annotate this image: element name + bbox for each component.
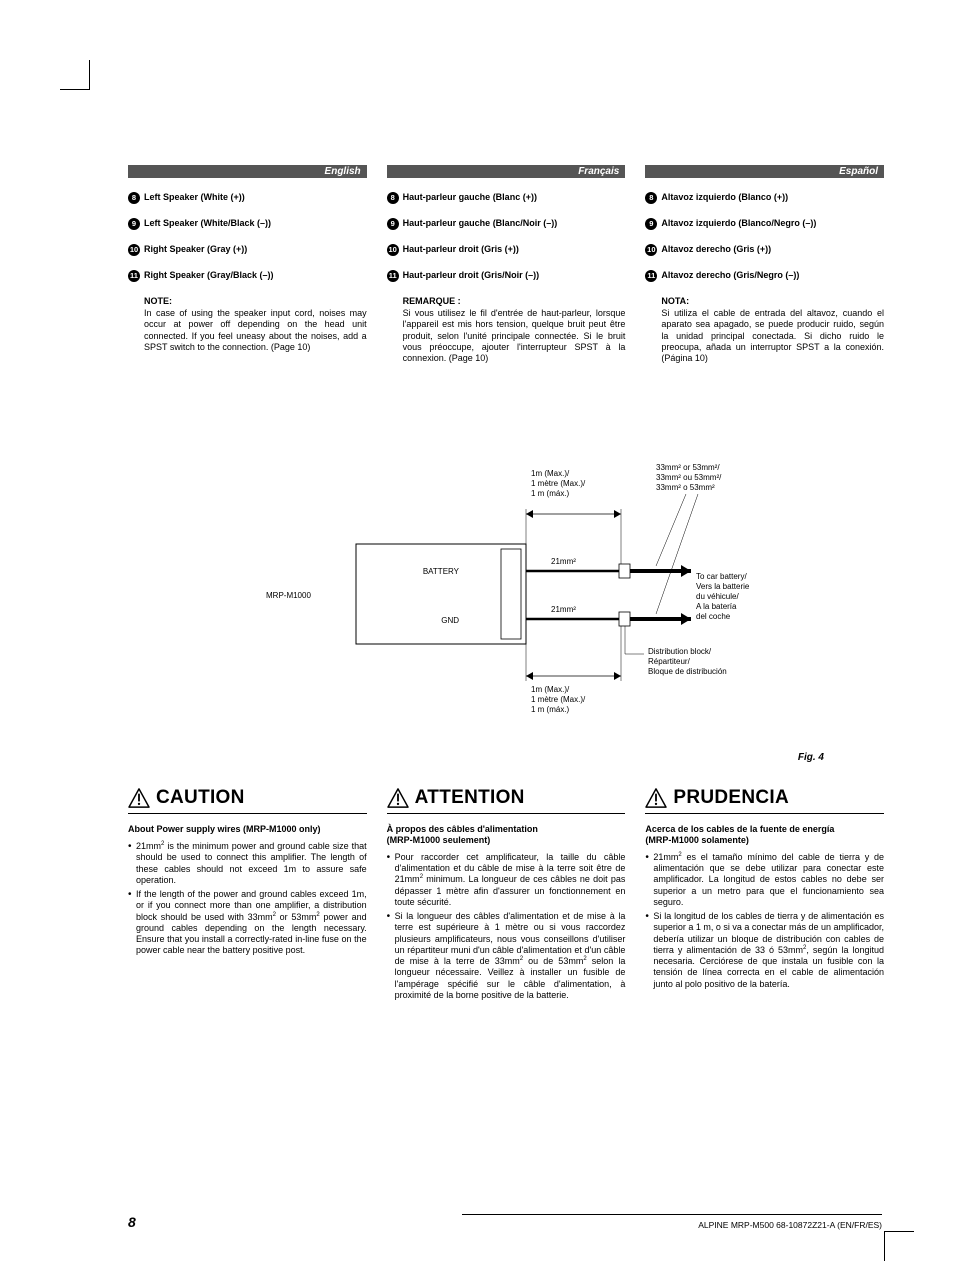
warning-subhead: À propos des câbles d'alimentation(MRP-M… [387,824,626,846]
note-heading: NOTE: [144,296,367,306]
box-label: MRP-M1000 [266,591,311,600]
item-number-icon: 10 [645,244,657,256]
crop-mark-tl [60,60,90,90]
speaker-item: 8 Haut-parleur gauche (Blanc (+)) [387,192,626,204]
note-body: In case of using the speaker input cord,… [144,308,367,353]
page-number: 8 [128,1214,136,1230]
warning-bullet: Si la longitud de los cables de tierra y… [645,911,884,990]
warning-bullet: Pour raccorder cet amplificateur, la tai… [387,852,626,908]
item-label: Right Speaker (Gray/Black (–)) [144,270,274,280]
warning-head: ATTENTION [387,787,626,814]
item-label: Altavoz izquierdo (Blanco/Negro (–)) [661,218,816,228]
warning-head-text: ATTENTION [415,787,525,809]
item-number-icon: 9 [387,218,399,230]
svg-text:GND: GND [441,616,459,625]
footer-text: ALPINE MRP-M500 68-10872Z21-A (EN/FR/ES) [698,1220,882,1230]
warning-bullet: Si la longueur des câbles d'alimentation… [387,911,626,1001]
warning-head: PRUDENCIA [645,787,884,814]
speaker-item: 9 Haut-parleur gauche (Blanc/Noir (–)) [387,218,626,230]
warning-column-1: ATTENTION À propos des câbles d'alimentat… [387,787,626,1004]
lang-column-0: English 8 Left Speaker (White (+)) 9 Left Sp… [128,165,367,364]
to-batt: To car battery/Vers la batteriedu véhicu… [696,572,750,621]
item-number-icon: 11 [645,270,657,282]
dim-top: 1m (Max.)/1 mètre (Max.)/1 m (máx.) [531,469,586,498]
note-block: NOTE: In case of using the speaker input … [128,296,367,353]
wiring-diagram: MRP-M1000 BATTERY GND 21mm² 21mm² 1m (Ma… [128,454,884,763]
size-21-bot: 21mm² [551,605,576,614]
item-label: Haut-parleur droit (Gris/Noir (–)) [403,270,540,280]
item-label: Left Speaker (White (+)) [144,192,245,202]
item-number-icon: 8 [128,192,140,204]
warning-row: CAUTION About Power supply wires (MRP-M10… [128,787,884,1004]
item-label: Left Speaker (White/Black (–)) [144,218,271,228]
note-body: Si utiliza el cable de entrada del altav… [661,308,884,364]
warning-list: Pour raccorder cet amplificateur, la tai… [387,852,626,1001]
warning-column-2: PRUDENCIA Acerca de los cables de la fuen… [645,787,884,1004]
lang-column-1: Français 8 Haut-parleur gauche (Blanc (+))… [387,165,626,364]
warning-subhead: Acerca de los cables de la fuente de ene… [645,824,884,846]
note-heading: NOTA: [661,296,884,306]
warning-triangle-icon [128,788,150,808]
dist-block: Distribution block/Répartiteur/Bloque de… [648,647,727,676]
warning-list: 21mm2 is the minimum power and ground ca… [128,841,367,957]
speaker-item: 10 Altavoz derecho (Gris (+)) [645,244,884,256]
warning-bullet: If the length of the power and ground ca… [128,889,367,957]
warning-subhead: About Power supply wires (MRP-M1000 only… [128,824,367,835]
figure-caption: Fig. 4 [128,752,824,763]
speaker-item: 8 Left Speaker (White (+)) [128,192,367,204]
speaker-item: 8 Altavoz izquierdo (Blanco (+)) [645,192,884,204]
warning-head: CAUTION [128,787,367,814]
warning-bullet: 21mm2 is the minimum power and ground ca… [128,841,367,886]
item-label: Haut-parleur gauche (Blanc/Noir (–)) [403,218,558,228]
speaker-item: 9 Altavoz izquierdo (Blanco/Negro (–)) [645,218,884,230]
item-number-icon: 11 [387,270,399,282]
lang-header: Español [645,165,884,178]
speaker-item: 10 Haut-parleur droit (Gris (+)) [387,244,626,256]
item-number-icon: 8 [387,192,399,204]
size-33: 33mm² or 53mm²/33mm² ou 53mm²/33mm² o 53… [656,463,722,492]
dim-bot: 1m (Max.)/1 mètre (Max.)/1 m (máx.) [531,685,586,714]
item-label: Altavoz izquierdo (Blanco (+)) [661,192,788,202]
warning-triangle-icon [645,788,667,808]
item-number-icon: 10 [128,244,140,256]
warning-bullet: 21mm2 es el tamaño mínimo del cable de t… [645,852,884,908]
note-block: REMARQUE : Si vous utilisez le fil d'entr… [387,296,626,364]
item-number-icon: 10 [387,244,399,256]
lang-column-2: Español8Altavoz izquierdo (Blanco (+))9A… [645,165,884,364]
speaker-item: 11 Right Speaker (Gray/Black (–)) [128,270,367,282]
item-label: Haut-parleur gauche (Blanc (+)) [403,192,537,202]
warning-list: 21mm2 es el tamaño mínimo del cable de t… [645,852,884,990]
speaker-item: 10 Right Speaker (Gray (+)) [128,244,367,256]
speaker-item: 11 Altavoz derecho (Gris/Negro (–)) [645,270,884,282]
size-21-top: 21mm² [551,557,576,566]
item-label: Right Speaker (Gray (+)) [144,244,247,254]
crop-mark-br [884,1231,914,1261]
item-label: Altavoz derecho (Gris (+)) [661,244,771,254]
lang-header: Français [387,165,626,178]
note-body: Si vous utilisez le fil d'entrée de haut… [403,308,626,364]
item-number-icon: 11 [128,270,140,282]
lang-header: English [128,165,367,178]
warning-triangle-icon [387,788,409,808]
warning-head-text: PRUDENCIA [673,787,789,809]
warning-column-0: CAUTION About Power supply wires (MRP-M10… [128,787,367,1004]
item-number-icon: 8 [645,192,657,204]
item-label: Altavoz derecho (Gris/Negro (–)) [661,270,799,280]
item-number-icon: 9 [128,218,140,230]
svg-text:BATTERY: BATTERY [423,567,460,576]
diagram-svg: MRP-M1000 BATTERY GND 21mm² 21mm² 1m (Ma… [256,454,756,744]
upper-columns: English 8 Left Speaker (White (+)) 9 Left Sp… [128,165,884,364]
speaker-item: 11 Haut-parleur droit (Gris/Noir (–)) [387,270,626,282]
speaker-item: 9 Left Speaker (White/Black (–)) [128,218,367,230]
note-heading: REMARQUE : [403,296,626,306]
item-number-icon: 9 [645,218,657,230]
item-label: Haut-parleur droit (Gris (+)) [403,244,519,254]
note-block: NOTA: Si utiliza el cable de entrada del … [645,296,884,364]
warning-head-text: CAUTION [156,787,245,809]
